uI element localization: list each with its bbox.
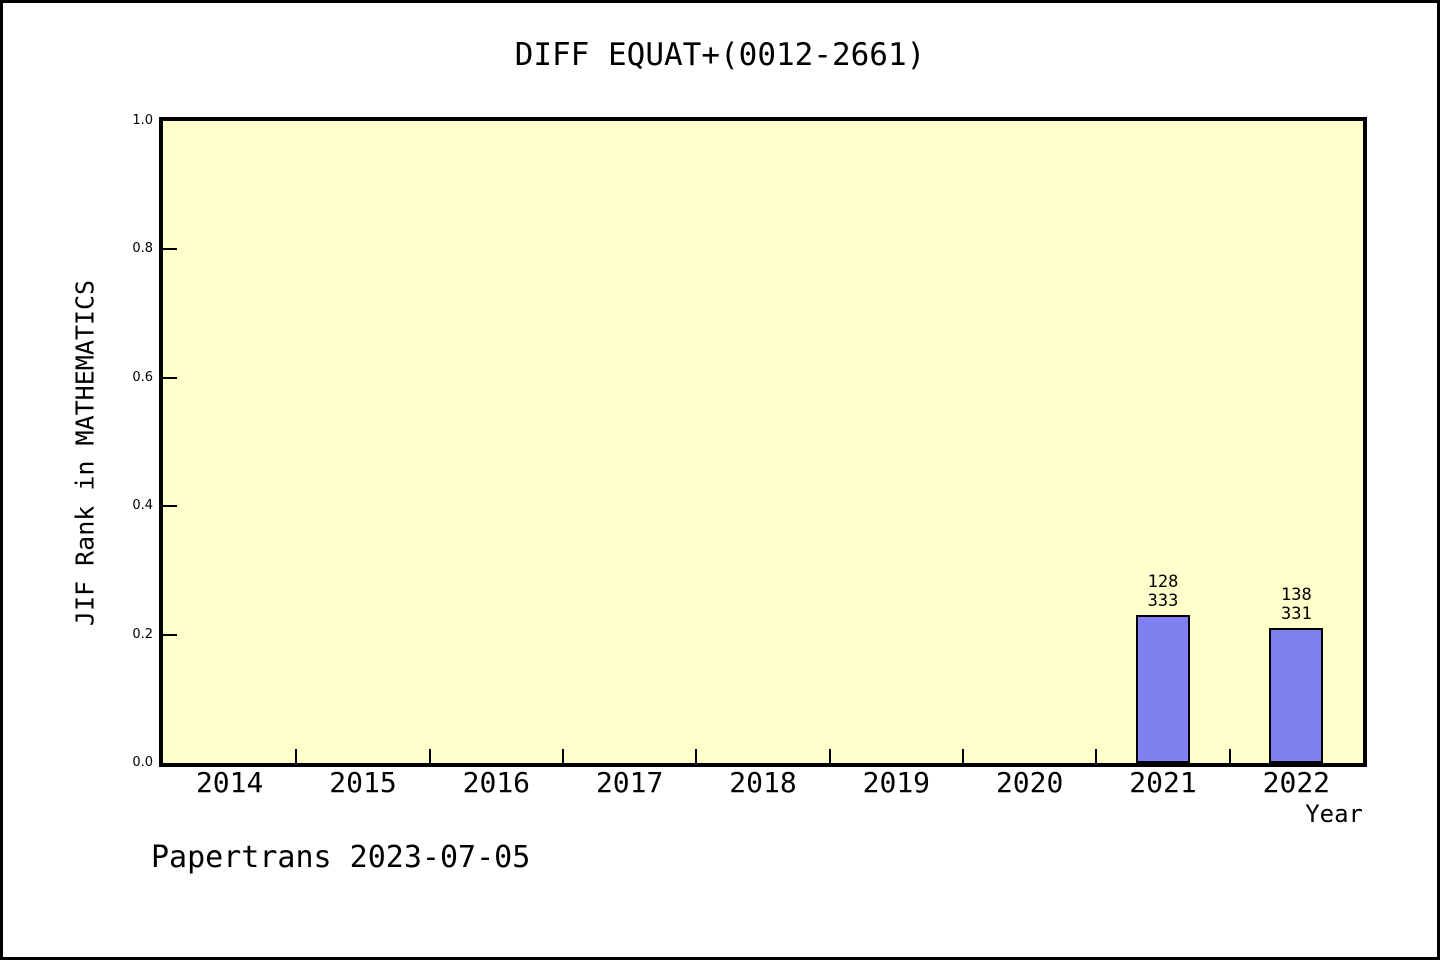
bar-label-total: 331 <box>1280 604 1312 625</box>
y-axis-tick-label: 1.0 <box>132 113 153 128</box>
bar-label-rank: 138 <box>1280 585 1312 606</box>
x-axis-category-label: 2020 <box>995 766 1064 799</box>
x-axis-tick <box>828 749 831 763</box>
y-axis-tick <box>163 505 177 508</box>
chart-title: DIFF EQUAT+(0012-2661) <box>514 37 926 73</box>
y-axis-tick-label: 0.4 <box>132 498 153 514</box>
y-axis-tick-label: 0.0 <box>132 755 153 770</box>
y-axis-tick <box>163 633 177 636</box>
x-axis-label: Year <box>1305 800 1363 828</box>
x-axis-category-label: 2017 <box>595 766 664 799</box>
bar-label-total: 333 <box>1147 591 1179 612</box>
y-axis-label: JIF Rank in MATHEMATICS <box>70 279 100 627</box>
y-axis-tick <box>163 248 177 251</box>
x-axis-category-label: 2016 <box>462 766 531 799</box>
x-axis-category-label: 2019 <box>862 766 931 799</box>
x-axis-tick <box>562 749 564 763</box>
bar-label-rank: 128 <box>1147 572 1179 593</box>
bar-label-2022: 138 331 <box>1281 586 1312 624</box>
x-axis-tick <box>428 749 431 763</box>
x-axis-tick <box>962 749 964 763</box>
x-axis-tick <box>695 749 698 763</box>
x-axis-category-label: 2015 <box>329 766 397 799</box>
plot-area: 128 333 138 331 <box>159 117 1367 767</box>
x-axis-category-label: 2022 <box>1262 766 1331 799</box>
bar-2021 <box>1136 615 1190 763</box>
x-axis-category-label: 2018 <box>729 766 797 799</box>
footer-text: Papertrans 2023-07-05 <box>151 840 531 875</box>
y-axis-tick-label: 0.6 <box>132 369 153 385</box>
x-axis-tick <box>1095 749 1098 763</box>
y-axis-tick-label: 0.2 <box>132 626 153 642</box>
x-axis-tick <box>295 749 298 763</box>
y-axis-tick <box>163 376 177 379</box>
x-axis-category-label: 2021 <box>1129 766 1197 799</box>
bar-2022 <box>1269 628 1324 763</box>
x-axis-category-label: 2014 <box>195 766 264 799</box>
bar-label-2021: 128 333 <box>1148 573 1179 611</box>
x-axis-tick <box>1228 749 1231 763</box>
y-axis-tick-label: 0.8 <box>132 241 153 257</box>
